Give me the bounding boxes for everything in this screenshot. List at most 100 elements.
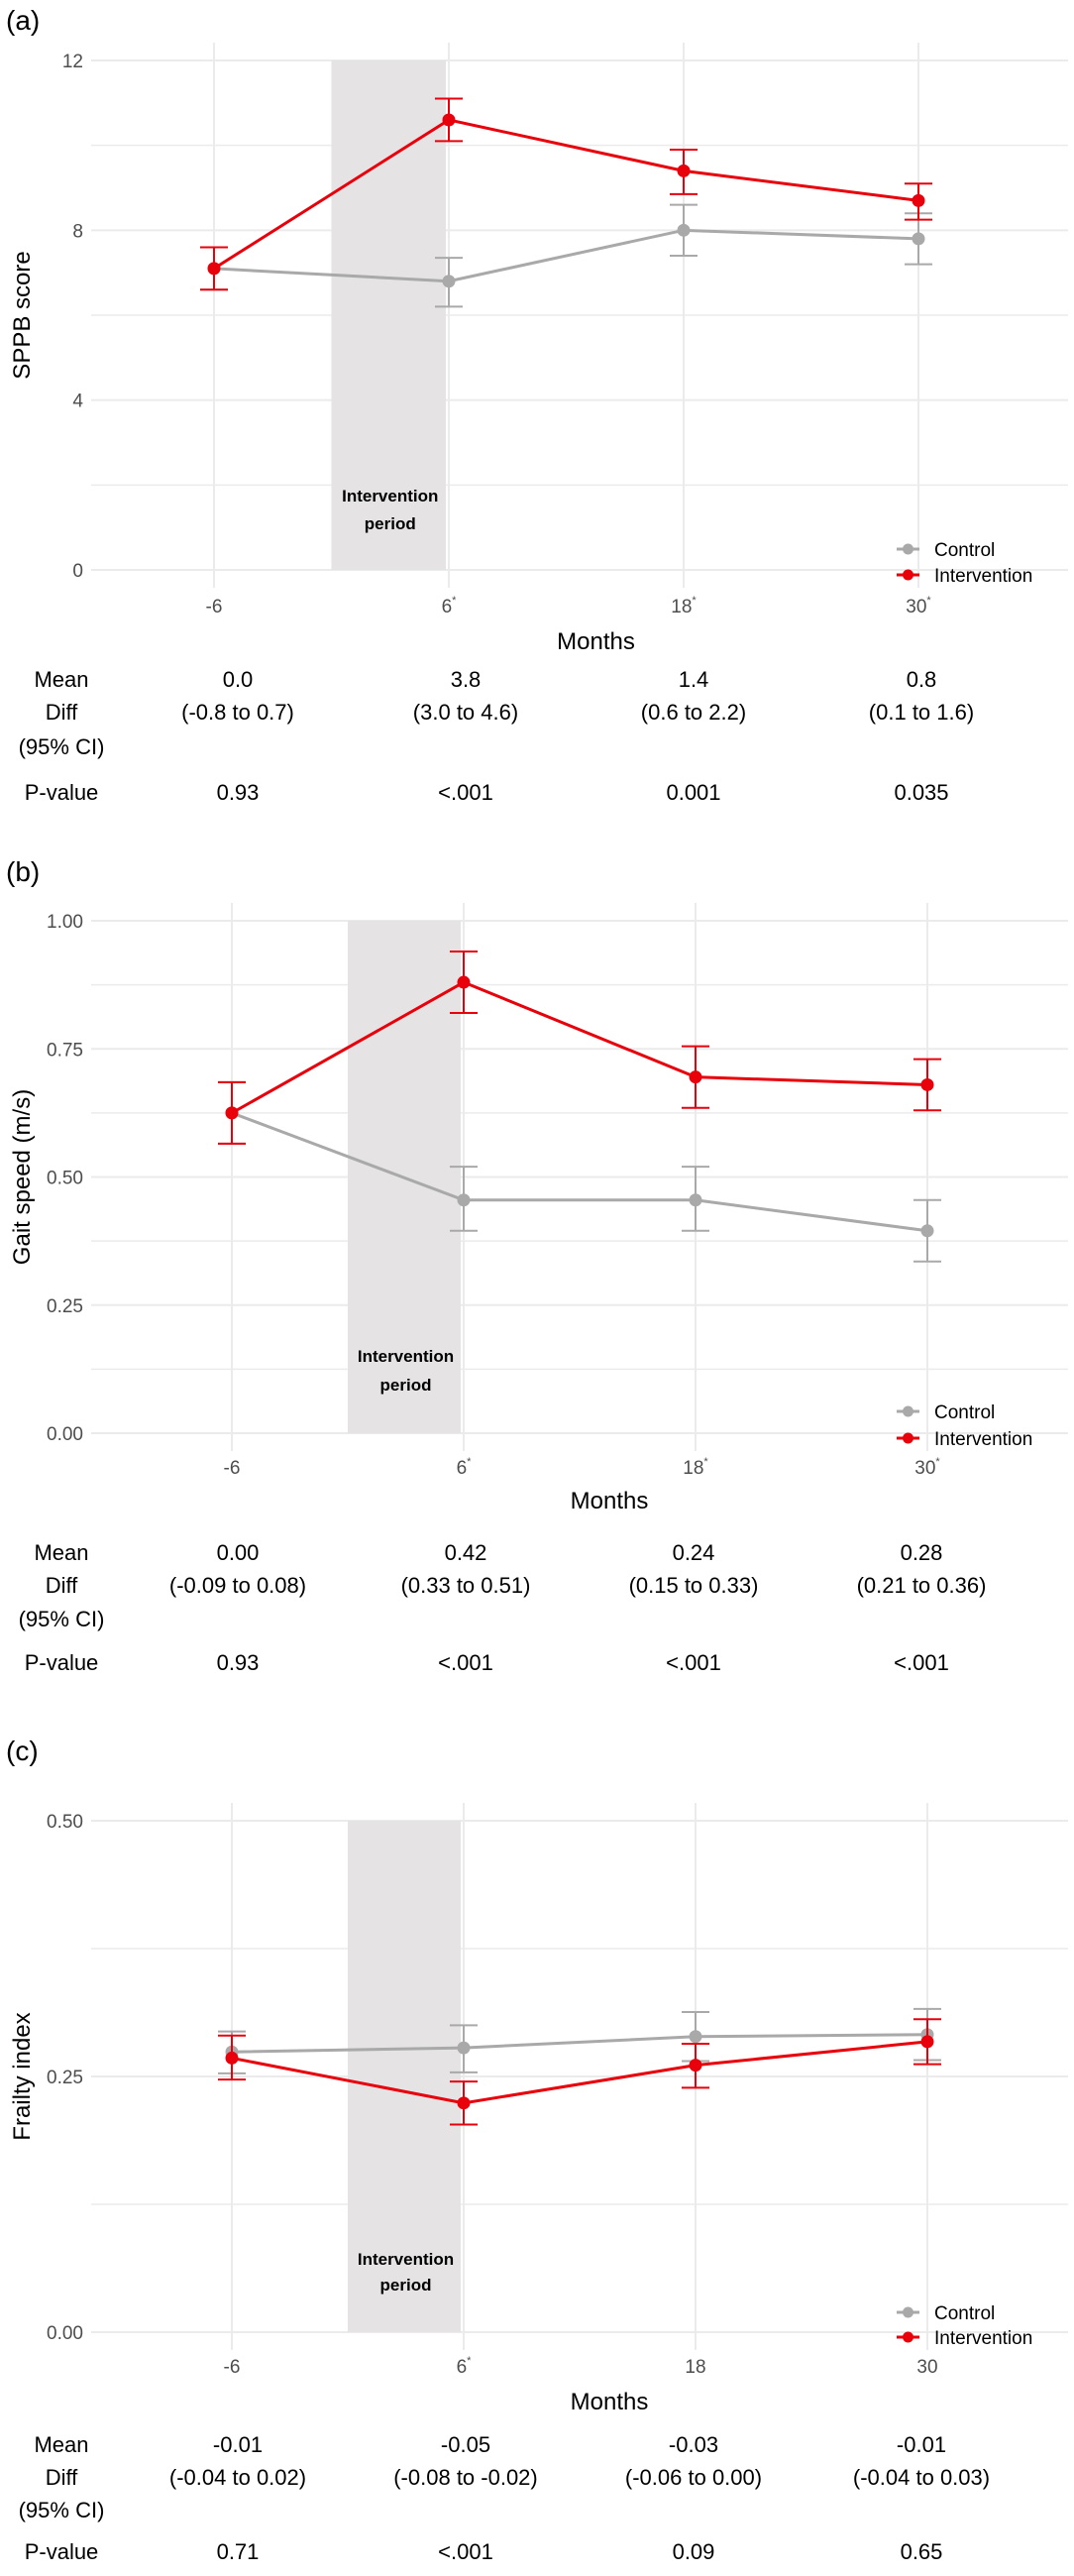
- y-tick-label: 0.50: [47, 1169, 83, 1189]
- legend-label: Control: [934, 540, 995, 561]
- x-tick-label: -6: [224, 1458, 241, 1479]
- series-intervention: [218, 951, 941, 1145]
- x-tick-label: -6: [206, 597, 223, 617]
- data-point: [457, 975, 471, 989]
- legend-marker: [903, 2306, 913, 2318]
- mean-diff-value: -0.01: [897, 2432, 946, 2457]
- data-point: [442, 113, 456, 127]
- table-ci-label: (95% CI): [19, 734, 105, 759]
- series-line: [231, 980, 928, 1115]
- significance-mark: *: [452, 595, 457, 607]
- panel-b: (b) Intervention period 0.00 0.25 0.50 0.75 1.0…: [6, 856, 1068, 1675]
- data-point: [920, 1077, 934, 1091]
- legend-marker: [903, 569, 913, 581]
- series-intervention: [218, 2018, 941, 2126]
- x-tick-label: 6*: [457, 2355, 473, 2378]
- legend-marker: [903, 2331, 913, 2343]
- shade-label-line2: period: [365, 514, 416, 533]
- legend-label: Intervention: [934, 1429, 1032, 1450]
- data-point: [457, 2041, 471, 2055]
- mean-diff-value: 0.28: [901, 1540, 943, 1565]
- table-mean-label: Mean: [34, 1540, 88, 1565]
- ci-value: (-0.09 to 0.08): [169, 1573, 306, 1598]
- y-tick-label: 12: [62, 52, 83, 72]
- data-point: [457, 1193, 471, 1207]
- p-value: <.001: [666, 1650, 721, 1675]
- significance-mark: *: [703, 1456, 708, 1468]
- p-value: <.001: [438, 2539, 493, 2564]
- x-tick-value: 6: [457, 1458, 468, 1479]
- ci-value: (-0.04 to 0.02): [169, 2465, 306, 2490]
- ci-value: (-0.8 to 0.7): [181, 700, 294, 725]
- x-tick-label: 18*: [683, 1456, 708, 1479]
- mean-diff-value: -0.01: [213, 2432, 263, 2457]
- data-point: [912, 193, 925, 207]
- legend-marker: [903, 543, 913, 555]
- table-diff-label: Diff: [46, 700, 78, 725]
- y-axis-label: SPPB score: [9, 251, 36, 379]
- data-point: [442, 275, 456, 288]
- x-tick-value: 6: [442, 597, 453, 617]
- mean-diff-value: 1.4: [679, 667, 709, 692]
- series-line: [231, 2033, 928, 2054]
- ci-value: (0.1 to 1.6): [869, 700, 974, 725]
- p-value: 0.65: [901, 2539, 943, 2564]
- mean-diff-value: 0.8: [907, 667, 937, 692]
- ci-value: (0.6 to 2.2): [641, 700, 746, 725]
- x-tick-value: 30: [914, 1458, 935, 1479]
- table-mean-label: Mean: [34, 667, 88, 692]
- mean-diff-value: -0.03: [669, 2432, 718, 2457]
- series-control: [218, 2007, 941, 2074]
- x-tick-value: 18: [671, 597, 692, 617]
- x-tick-value: 6: [457, 2357, 468, 2378]
- x-tick-label: -6: [224, 2357, 241, 2378]
- legend-label: Intervention: [934, 2328, 1032, 2349]
- y-tick-label: 0.00: [47, 2323, 83, 2344]
- table-ci-label: (95% CI): [19, 1607, 105, 1631]
- series-intervention: [200, 97, 932, 291]
- table-p-label: P-value: [25, 2539, 99, 2564]
- data-point: [912, 232, 925, 246]
- ci-value: (0.33 to 0.51): [401, 1573, 531, 1598]
- shade-label-line1: Intervention: [342, 487, 438, 505]
- p-value: 0.09: [673, 2539, 715, 2564]
- ci-value: (-0.08 to -0.02): [393, 2465, 538, 2490]
- p-value: <.001: [438, 1650, 493, 1675]
- y-tick-label: 0.75: [47, 1040, 83, 1061]
- data-point: [207, 262, 221, 276]
- table-p-label: P-value: [25, 780, 99, 805]
- table-p-label: P-value: [25, 1650, 99, 1675]
- data-point: [225, 1106, 239, 1120]
- legend-label: Control: [934, 1402, 995, 1423]
- p-value: 0.71: [217, 2539, 260, 2564]
- y-tick-label: 1.00: [47, 912, 83, 933]
- series-control: [200, 203, 932, 308]
- data-point: [689, 2030, 702, 2044]
- legend-label: Intervention: [934, 566, 1032, 587]
- y-axis-label: Gait speed (m/s): [9, 1089, 36, 1265]
- significance-mark: *: [692, 595, 697, 607]
- data-point: [225, 2051, 239, 2065]
- ci-value: (3.0 to 4.6): [413, 700, 518, 725]
- mean-diff-value: 0.0: [223, 667, 254, 692]
- data-point: [677, 164, 691, 177]
- mean-diff-value: 0.24: [673, 1540, 715, 1565]
- p-value: <.001: [438, 780, 493, 805]
- mean-diff-value: 3.8: [451, 667, 482, 692]
- significance-mark: *: [926, 595, 931, 607]
- data-point: [457, 2096, 471, 2110]
- x-tick-label: 30*: [906, 595, 931, 617]
- intervention-period-shade: [348, 1821, 461, 2332]
- significance-mark: *: [467, 1456, 472, 1468]
- panel-label: (c): [6, 1736, 39, 1766]
- y-tick-label: 8: [72, 221, 83, 242]
- table-ci-label: (95% CI): [19, 2498, 105, 2522]
- shade-label-line2: period: [380, 2276, 432, 2295]
- panel-c: (c) Intervention period 0.00 0.25 0.50 Frailty…: [6, 1736, 1068, 2564]
- y-tick-label: 0.00: [47, 1424, 83, 1445]
- ci-value: (0.15 to 0.33): [629, 1573, 759, 1598]
- legend-marker: [903, 1405, 913, 1417]
- shade-label-line1: Intervention: [358, 2250, 454, 2269]
- y-axis-label: Frailty index: [9, 2012, 36, 2140]
